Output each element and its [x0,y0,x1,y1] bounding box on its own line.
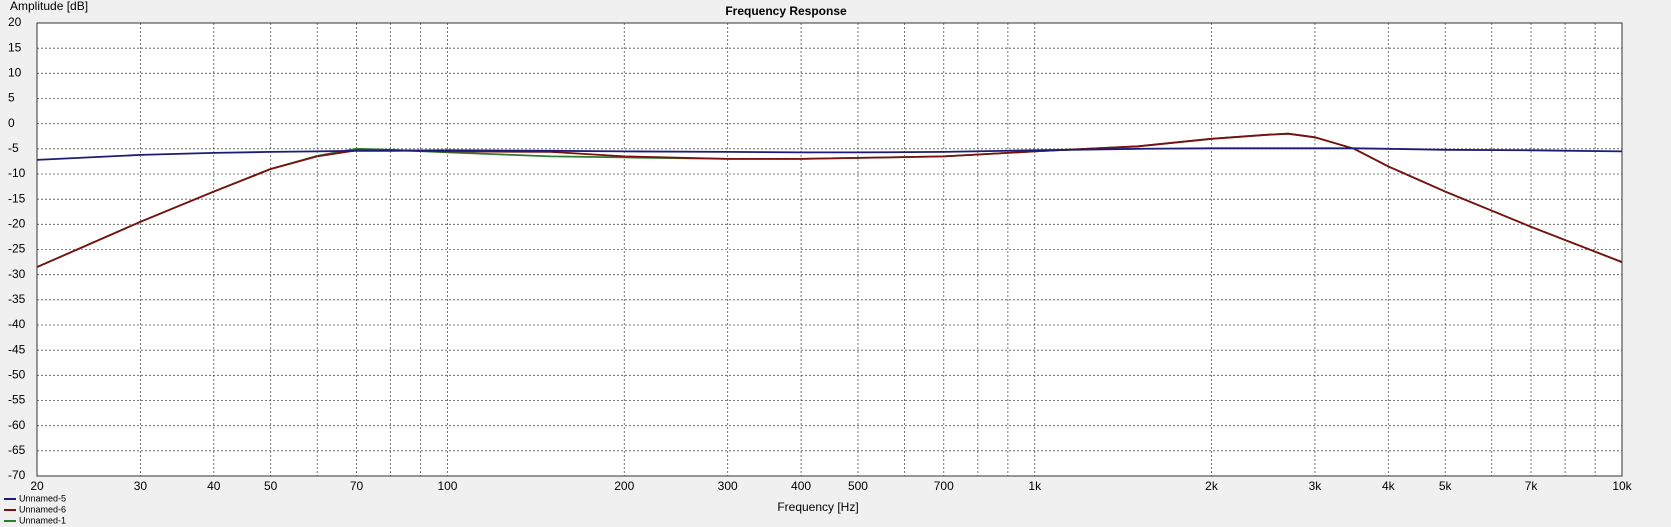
y-tick-label: -10 [8,166,26,180]
y-tick-label: -40 [8,317,26,331]
y-tick-label: -15 [8,191,26,205]
x-tick-label: 300 [718,479,738,493]
y-tick-label: -25 [8,242,26,256]
y-axis-label: Amplitude [dB] [10,0,88,13]
y-tick-label: -65 [8,443,26,457]
y-tick-label: 15 [8,40,22,54]
y-tick-label: -35 [8,292,26,306]
x-tick-label: 400 [791,479,811,493]
x-tick-label: 20 [30,479,44,493]
x-tick-label: 70 [350,479,364,493]
x-tick-label: 100 [437,479,457,493]
legend-label: Unnamed-6 [19,504,66,514]
y-tick-label: -45 [8,342,26,356]
y-tick-label: -60 [8,418,26,432]
y-tick-label: 5 [8,91,15,105]
x-tick-label: 3k [1309,479,1323,493]
legend-label: Unnamed-5 [19,493,66,503]
x-tick-label: 1k [1028,479,1042,493]
y-tick-label: 0 [8,116,15,130]
plot-border [36,22,1623,477]
x-tick-label: 30 [134,479,148,493]
y-tick-label: -70 [8,468,26,482]
y-tick-label: -50 [8,368,26,382]
y-tick-label: -20 [8,217,26,231]
x-tick-label: 500 [848,479,868,493]
y-tick-label: 10 [8,66,22,80]
x-tick-label: 5k [1439,479,1453,493]
x-tick-label: 2k [1205,479,1219,493]
x-tick-label: 700 [934,479,954,493]
x-tick-label: 4k [1382,479,1396,493]
x-tick-label: 50 [264,479,278,493]
x-tick-label: 10k [1612,479,1632,493]
series-line [36,147,1623,161]
chart-title: Frequency Response [725,4,847,18]
y-tick-label: 20 [8,15,22,29]
y-tick-label: -30 [8,267,26,281]
y-tick-label: -55 [8,393,26,407]
legend-label: Unnamed-1 [19,515,66,525]
x-tick-label: 40 [207,479,221,493]
x-tick-label: 7k [1525,479,1539,493]
y-tick-label: -5 [8,141,19,155]
x-tick-label: 200 [614,479,634,493]
x-axis-label: Frequency [Hz] [777,500,858,514]
